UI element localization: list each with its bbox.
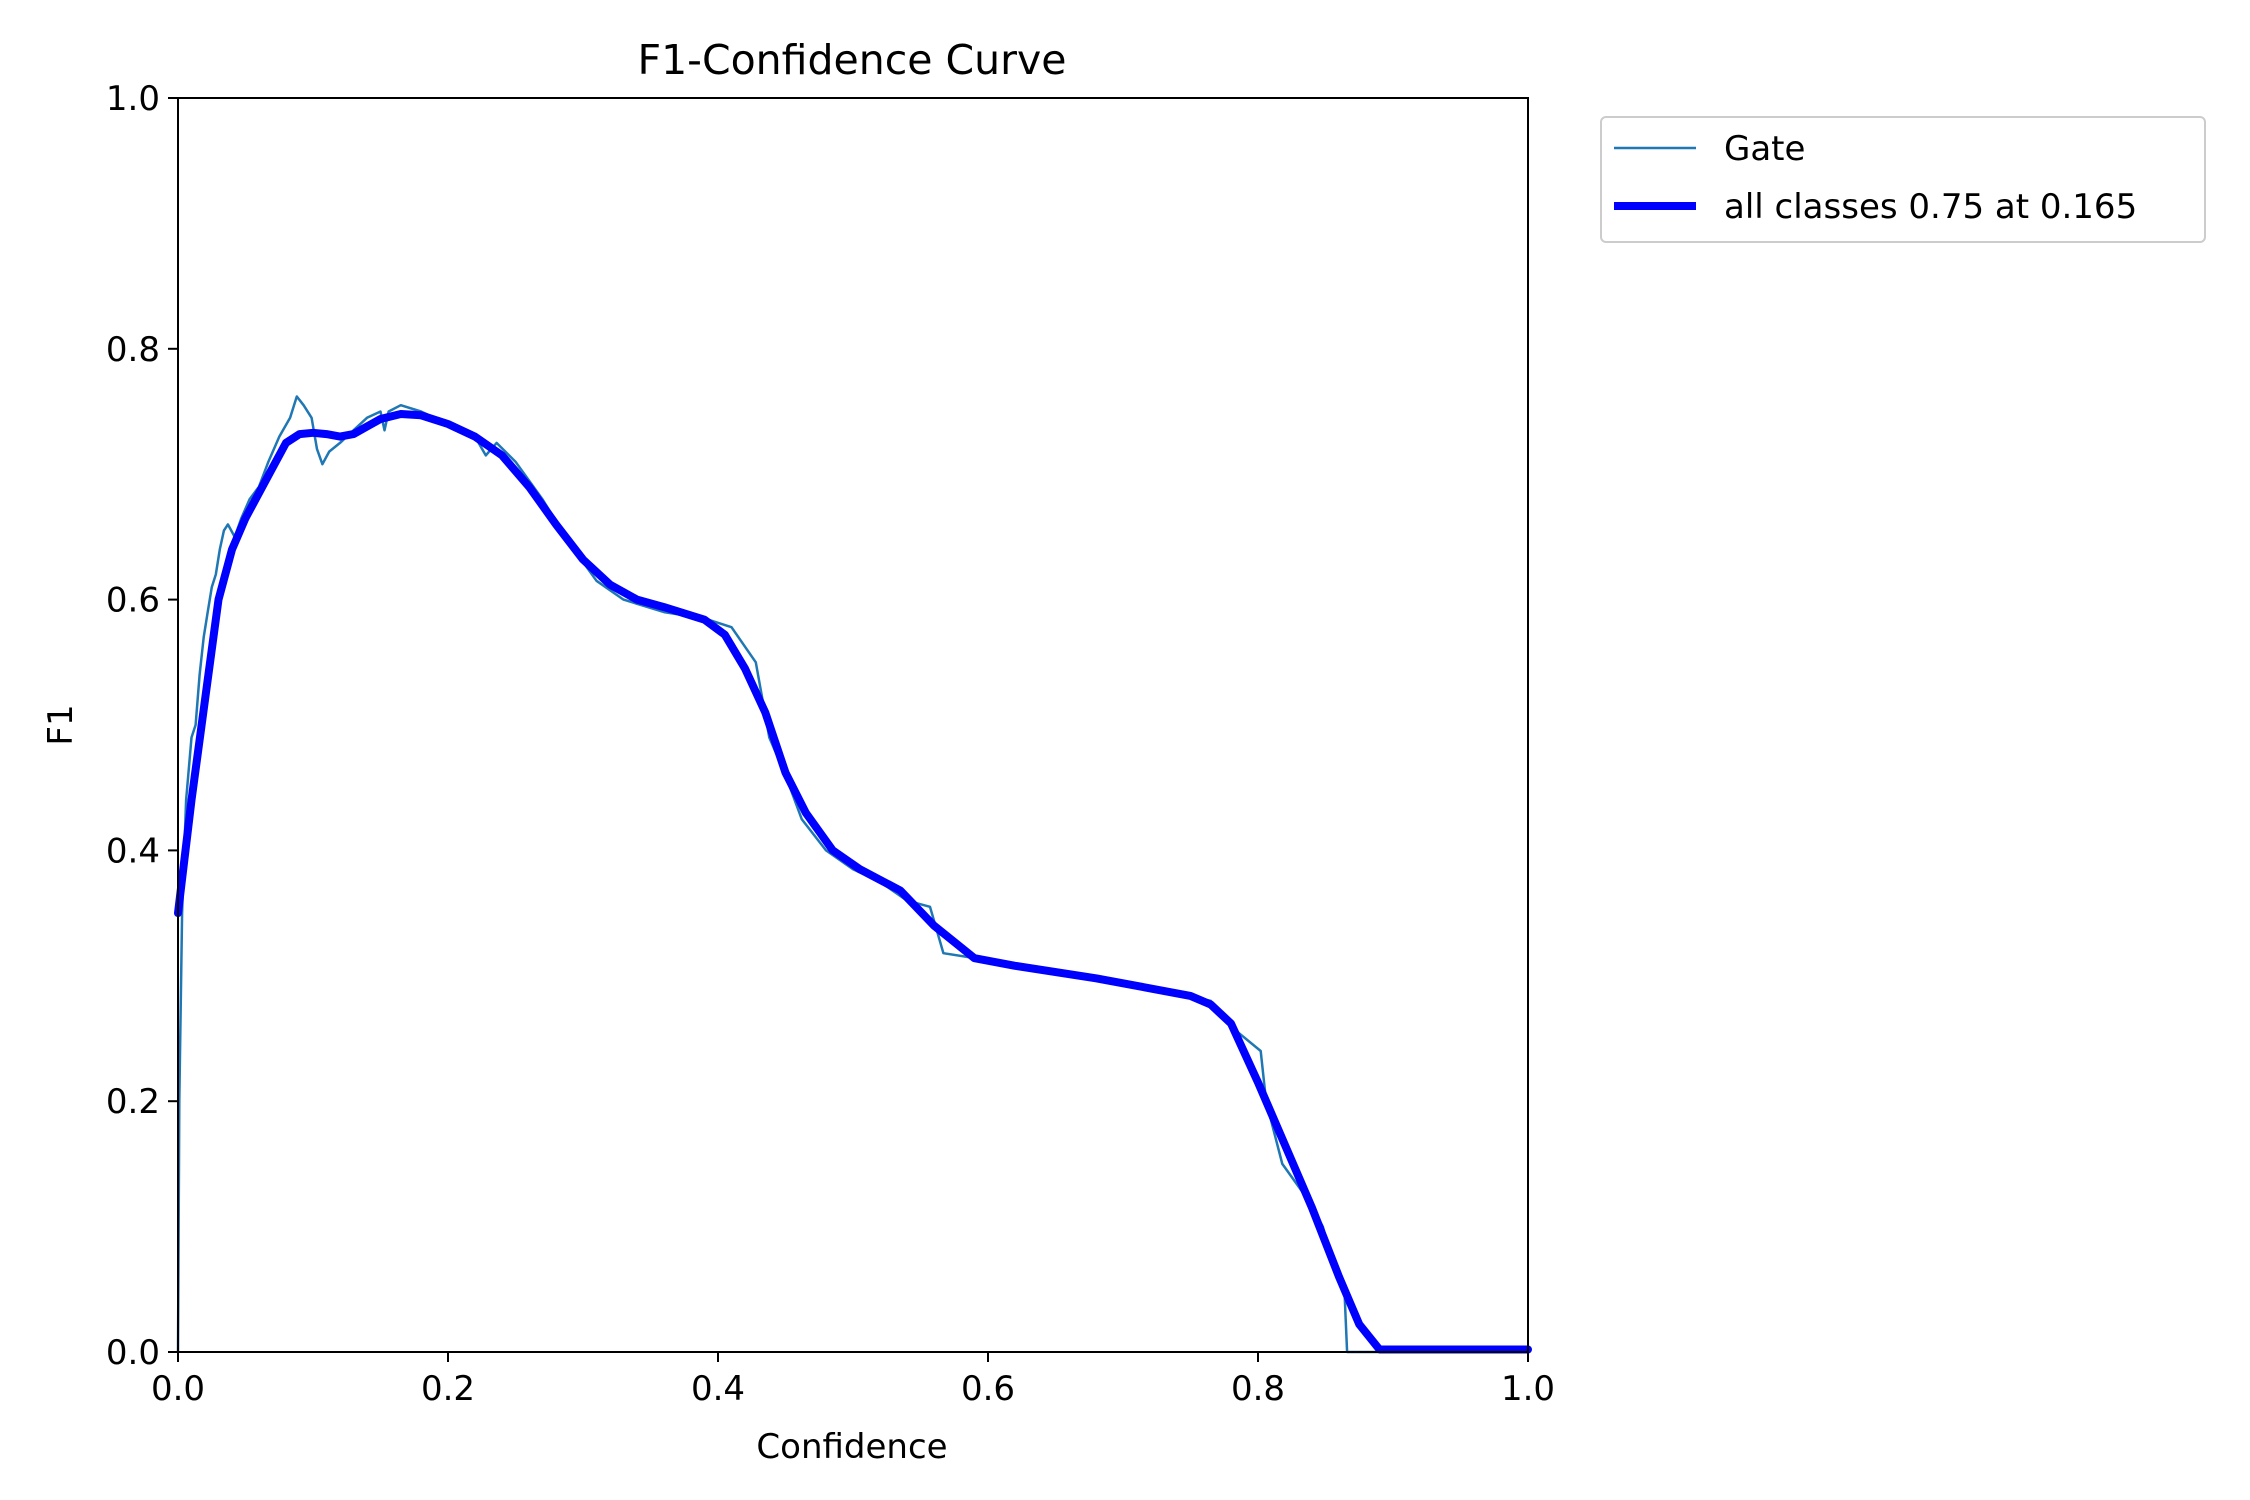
plot-area bbox=[174, 395, 1532, 1354]
legend: Gate all classes 0.75 at 0.165 bbox=[1600, 116, 2206, 243]
y-tick-label: 1.0 bbox=[106, 79, 160, 119]
y-tick-label: 0.2 bbox=[106, 1082, 160, 1122]
y-tick-label: 0.6 bbox=[106, 581, 160, 621]
x-tick-label: 0.6 bbox=[961, 1369, 1015, 1409]
x-axis-title: Confidence bbox=[756, 1427, 947, 1467]
x-tick-label: 0.0 bbox=[151, 1369, 205, 1409]
legend-label-gate: Gate bbox=[1724, 129, 1805, 169]
y-tick-label: 0.4 bbox=[106, 831, 160, 871]
y-axis-title: F1 bbox=[41, 704, 81, 745]
x-tick-label: 0.2 bbox=[421, 1369, 475, 1409]
series-line-all-classes bbox=[174, 410, 1532, 1354]
legend-box bbox=[1600, 116, 2206, 243]
x-tick-label: 0.8 bbox=[1231, 1369, 1285, 1409]
y-tick-label: 0.8 bbox=[106, 330, 160, 370]
chart-title: F1-Confidence Curve bbox=[638, 36, 1067, 84]
plot-frame bbox=[177, 97, 1529, 1353]
y-axis: 0.0 0.2 0.4 0.6 0.8 1.0 bbox=[106, 79, 178, 1373]
x-axis: 0.0 0.2 0.4 0.6 0.8 1.0 bbox=[151, 1352, 1555, 1409]
y-tick-label: 0.0 bbox=[106, 1333, 160, 1373]
x-tick-label: 1.0 bbox=[1501, 1369, 1555, 1409]
legend-label-all-classes: all classes 0.75 at 0.165 bbox=[1724, 187, 2137, 227]
x-tick-label: 0.4 bbox=[691, 1369, 745, 1409]
